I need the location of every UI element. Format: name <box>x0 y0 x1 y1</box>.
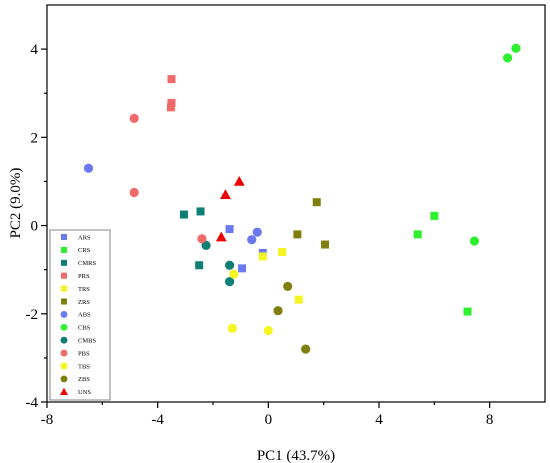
x-tick-label: 8 <box>486 412 494 428</box>
legend-marker-trs <box>61 285 67 292</box>
data-point-cmbs <box>201 240 211 251</box>
legend-marker-cmbs <box>60 336 68 344</box>
data-point-prs <box>167 98 176 107</box>
legend-label-uns: UNS <box>78 389 91 396</box>
legend-label-zbs: ZBS <box>78 376 90 383</box>
legend-label-pbs: PBS <box>78 350 90 357</box>
legend-marker-uns <box>59 387 69 396</box>
legend-marker-zrs <box>61 298 67 305</box>
legend-label-ars: ARS <box>78 234 91 241</box>
data-point-cbs <box>511 43 521 53</box>
data-point-cmbs <box>225 276 235 287</box>
x-axis-label: PC1 (43.7%) <box>257 448 335 463</box>
data-point-zbs <box>301 344 311 354</box>
data-point-cmrs <box>195 261 204 270</box>
y-ticks: -4 -2 0 2 4 <box>26 42 47 411</box>
data-point-ars <box>225 225 234 234</box>
legend-marker-prs <box>61 272 67 279</box>
data-point-cbs <box>469 236 480 246</box>
data-point-tbs <box>227 323 237 333</box>
y-tick-label: 2 <box>31 130 39 146</box>
data-point-zbs <box>283 281 293 292</box>
data-point-trs <box>278 248 287 257</box>
x-ticks: -8 -4 0 4 8 <box>41 402 494 428</box>
x-tick-label: -4 <box>151 412 164 428</box>
data-point-tbs <box>229 269 239 279</box>
data-point-crs <box>413 230 422 239</box>
plot-frame <box>46 4 546 403</box>
data-point-uns <box>233 176 245 186</box>
legend-label-trs: TRS <box>78 286 90 293</box>
x-tick-label: 4 <box>375 412 383 428</box>
legend-marker-tbs <box>60 362 68 370</box>
y-tick-label: -2 <box>26 307 39 323</box>
data-point-abs <box>252 227 262 237</box>
data-point-trs <box>258 252 267 261</box>
data-point-pbs <box>129 187 139 198</box>
legend-label-cmbs: CMBS <box>78 338 96 345</box>
data-point-zbs <box>273 306 283 316</box>
legend-label-cmrs: CMRS <box>78 260 96 267</box>
data-point-tbs <box>263 325 273 336</box>
x-tick-label: -8 <box>41 412 54 428</box>
legend-label-abs: ABS <box>78 312 91 319</box>
y-tick-label: 0 <box>31 219 39 235</box>
legend-marker-zbs <box>60 375 68 383</box>
legend-marker-ars <box>61 234 67 240</box>
legend-label-zrs: ZRS <box>78 299 90 306</box>
data-point-trs <box>294 295 303 304</box>
data-point-cmrs <box>179 210 188 219</box>
y-tick-label: -4 <box>26 395 39 411</box>
data-point-prs <box>166 103 175 112</box>
legend: ARS CRS CMRS PRS TRS ZRS ABS CBS CMBS PBS TBS ZBS UN… <box>49 229 111 401</box>
data-point-uns <box>220 189 231 199</box>
data-point-cmrs <box>196 207 205 216</box>
y-axis-label: PC2 (9.0%) <box>8 168 24 239</box>
data-point-uns <box>215 231 227 242</box>
data-point-abs <box>247 235 257 245</box>
legend-label-prs: PRS <box>78 273 90 280</box>
data-point-abs <box>83 163 94 173</box>
legend-box <box>49 229 111 401</box>
data-point-pbs <box>129 113 139 123</box>
legend-marker-abs <box>60 310 68 318</box>
data-points <box>83 43 521 354</box>
legend-label-tbs: TBS <box>78 363 90 370</box>
data-point-crs <box>463 307 472 316</box>
data-point-ars <box>238 264 247 273</box>
data-point-pbs <box>197 234 207 244</box>
legend-marker-pbs <box>60 349 68 357</box>
data-point-crs <box>430 211 439 220</box>
legend-label-cbs: CBS <box>78 325 91 332</box>
legend-marker-crs <box>61 246 67 253</box>
data-point-cbs <box>503 53 513 63</box>
data-point-prs <box>167 75 176 84</box>
legend-marker-cmrs <box>61 259 67 266</box>
axes <box>46 4 546 403</box>
legend-label-crs: CRS <box>78 247 91 254</box>
x-tick-label: 0 <box>265 412 273 428</box>
data-point-zrs <box>321 240 330 249</box>
data-point-cmbs <box>225 260 235 270</box>
data-point-zrs <box>312 198 321 207</box>
data-point-zrs <box>293 230 302 239</box>
legend-marker-cbs <box>60 323 68 331</box>
y-tick-label: 4 <box>31 42 39 58</box>
